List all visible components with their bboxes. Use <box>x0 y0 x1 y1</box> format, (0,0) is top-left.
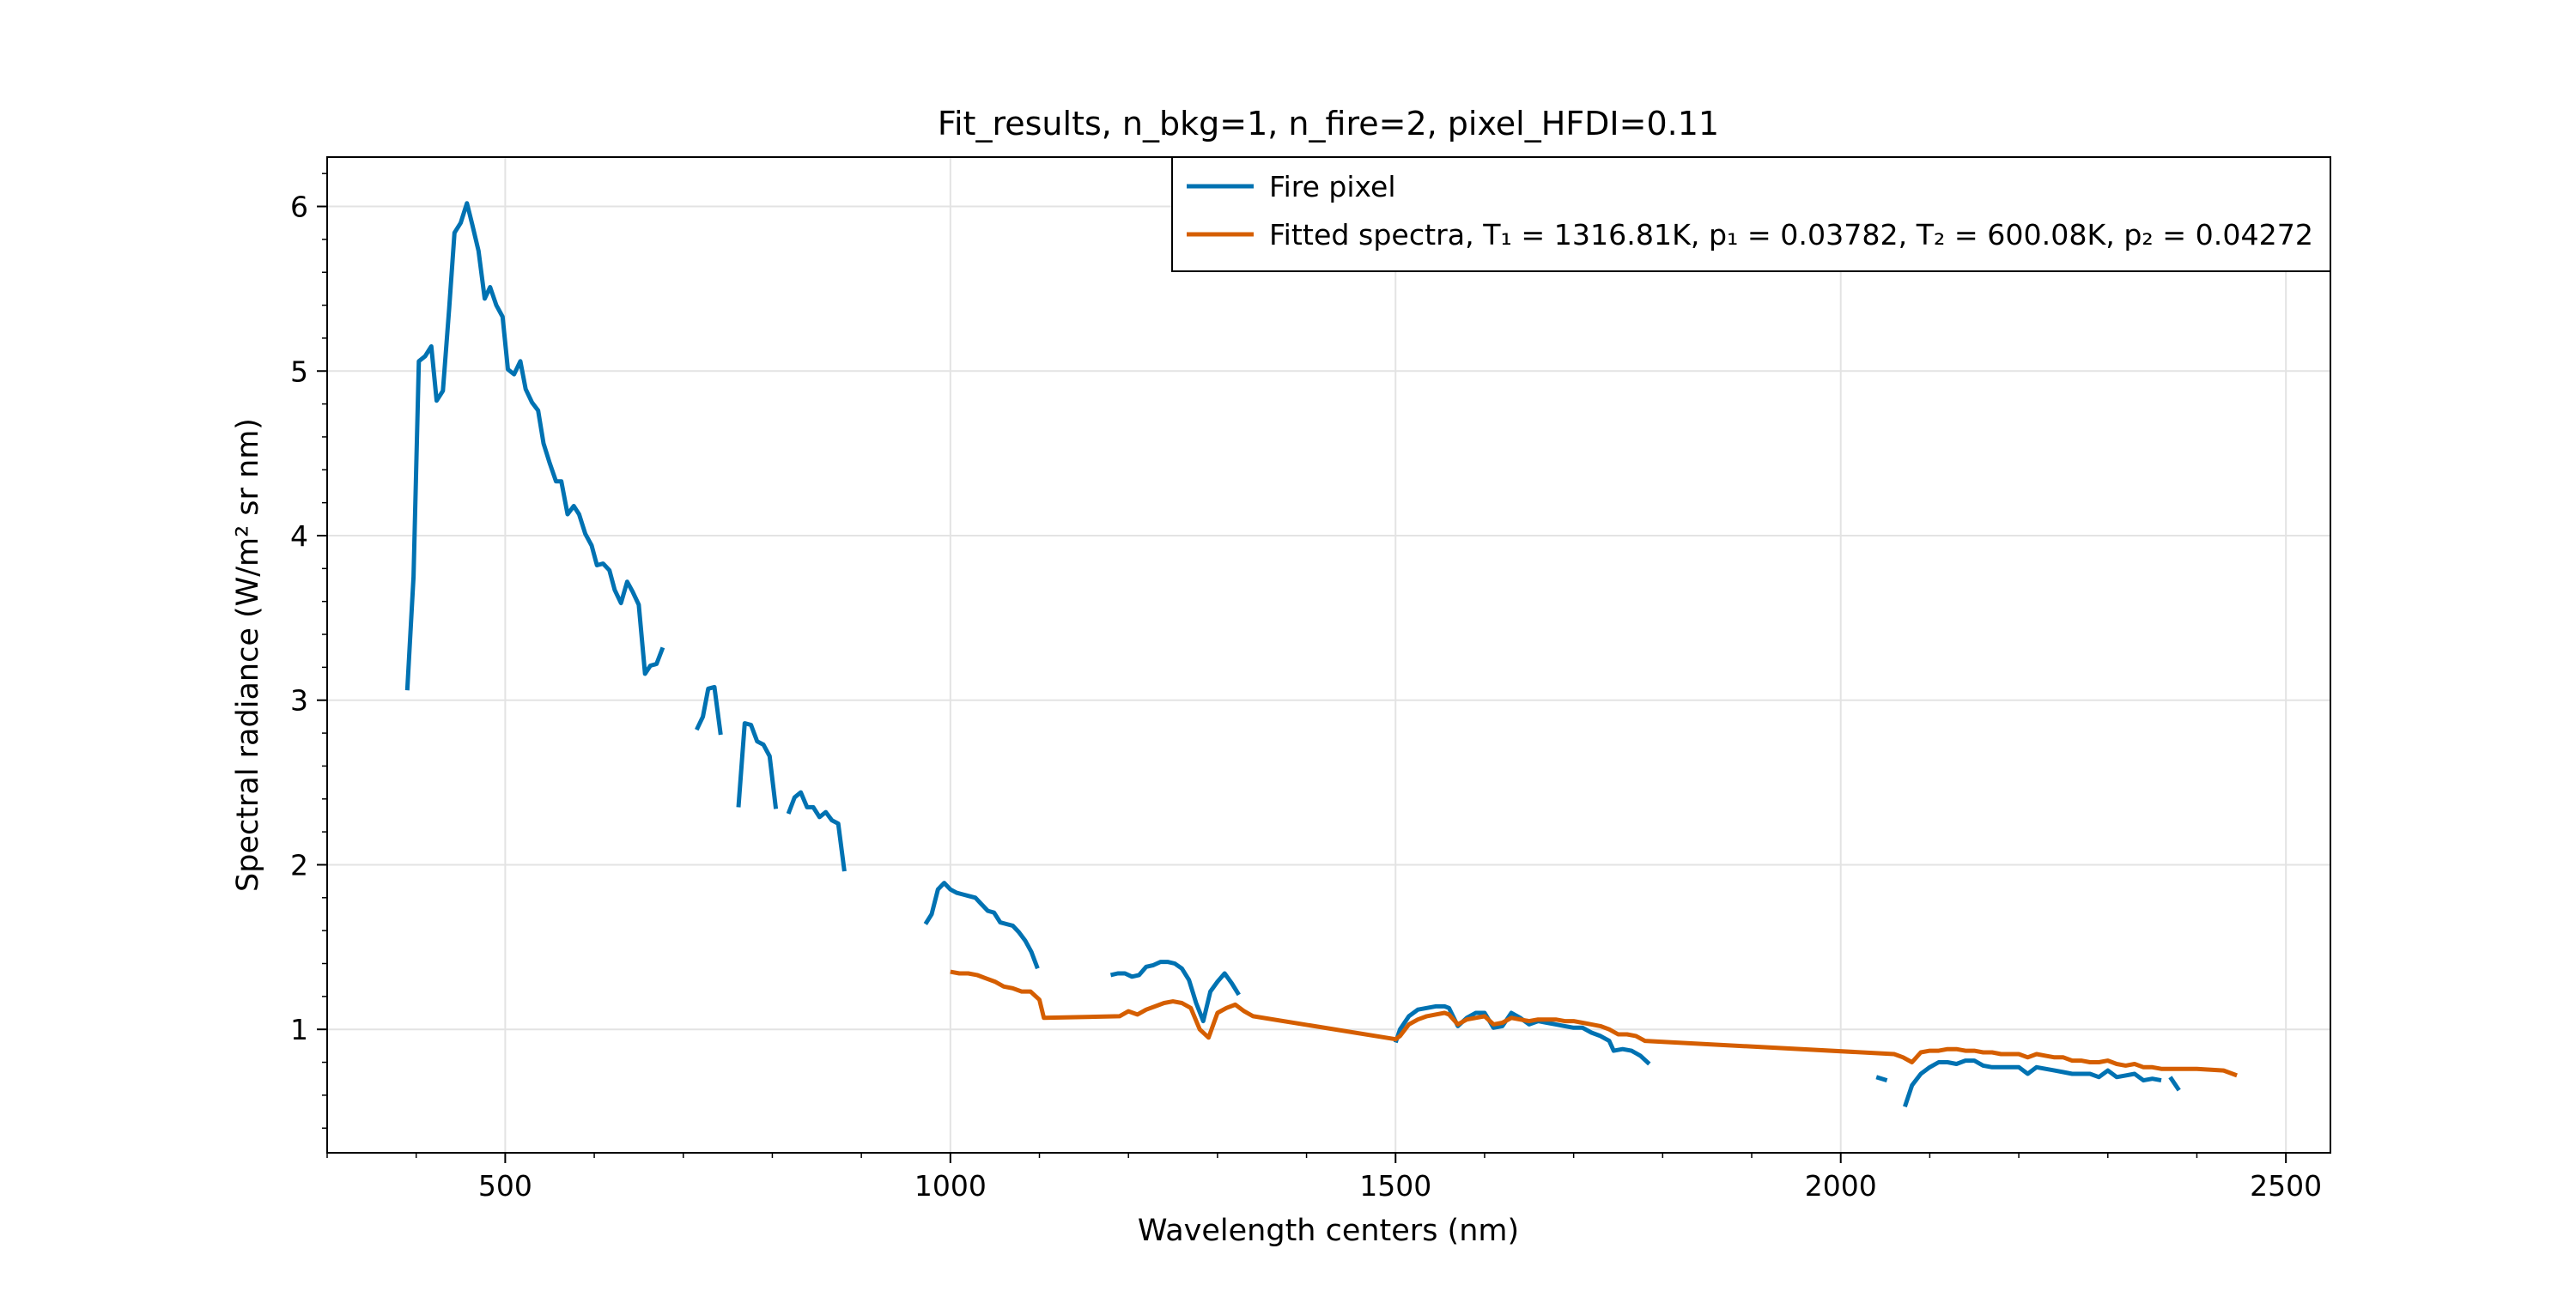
ticks: 500 1000 1500 2000 2500 1 2 3 4 5 6 <box>290 173 2322 1203</box>
y-tick-label: 6 <box>290 191 308 224</box>
y-tick-label: 5 <box>290 355 308 388</box>
y-tick-label: 4 <box>290 519 308 553</box>
y-tick-label: 2 <box>290 848 308 882</box>
x-tick-label: 2500 <box>2250 1169 2322 1203</box>
series-line-fire-pixel-segment-1-1 <box>404 201 665 691</box>
y-axis-label: Spectral radiance (W/m² sr nm) <box>231 418 265 892</box>
chart-title: Fit_results, n_bkg=1, n_fire=2, pixel_HF… <box>938 105 1719 142</box>
x-tick-label: 500 <box>478 1169 532 1203</box>
series-line-fire-pixel-segment-2-1 <box>923 881 1040 970</box>
series-line-fire-pixel-segment-1-4 <box>786 790 847 872</box>
legend-label-fitted-spectra: Fitted spectra, T₁ = 1316.81K, p₁ = 0.03… <box>1269 218 2313 252</box>
series-line-fire-pixel-segment-2-2 <box>1109 960 1241 1024</box>
x-tick-label: 2000 <box>1805 1169 1877 1203</box>
x-axis-label: Wavelength centers (nm) <box>1138 1214 1519 1248</box>
y-tick-label: 1 <box>290 1013 308 1046</box>
x-tick-label: 1500 <box>1359 1169 1431 1203</box>
series-layer <box>404 201 2238 1108</box>
legend-box <box>1171 156 2331 272</box>
legend-label-fire-pixel: Fire pixel <box>1269 170 1396 203</box>
series-line-fire-pixel-segment-2-6 <box>2168 1076 2181 1092</box>
x-tick-label: 1000 <box>914 1169 987 1203</box>
series-line-fire-pixel-segment-2-4 <box>1875 1075 1888 1082</box>
series-line-fire-pixel-segment-2-5 <box>1903 1058 2162 1108</box>
series-line-fitted-spectra-segment-3-1 <box>950 969 2238 1078</box>
legend: Fire pixel Fitted spectra, T₁ = 1316.81K… <box>1171 156 2331 272</box>
y-tick-label: 3 <box>290 684 308 718</box>
series-line-fire-pixel-segment-1-3 <box>736 721 779 809</box>
series-line-fire-pixel-segment-1-2 <box>695 684 723 736</box>
